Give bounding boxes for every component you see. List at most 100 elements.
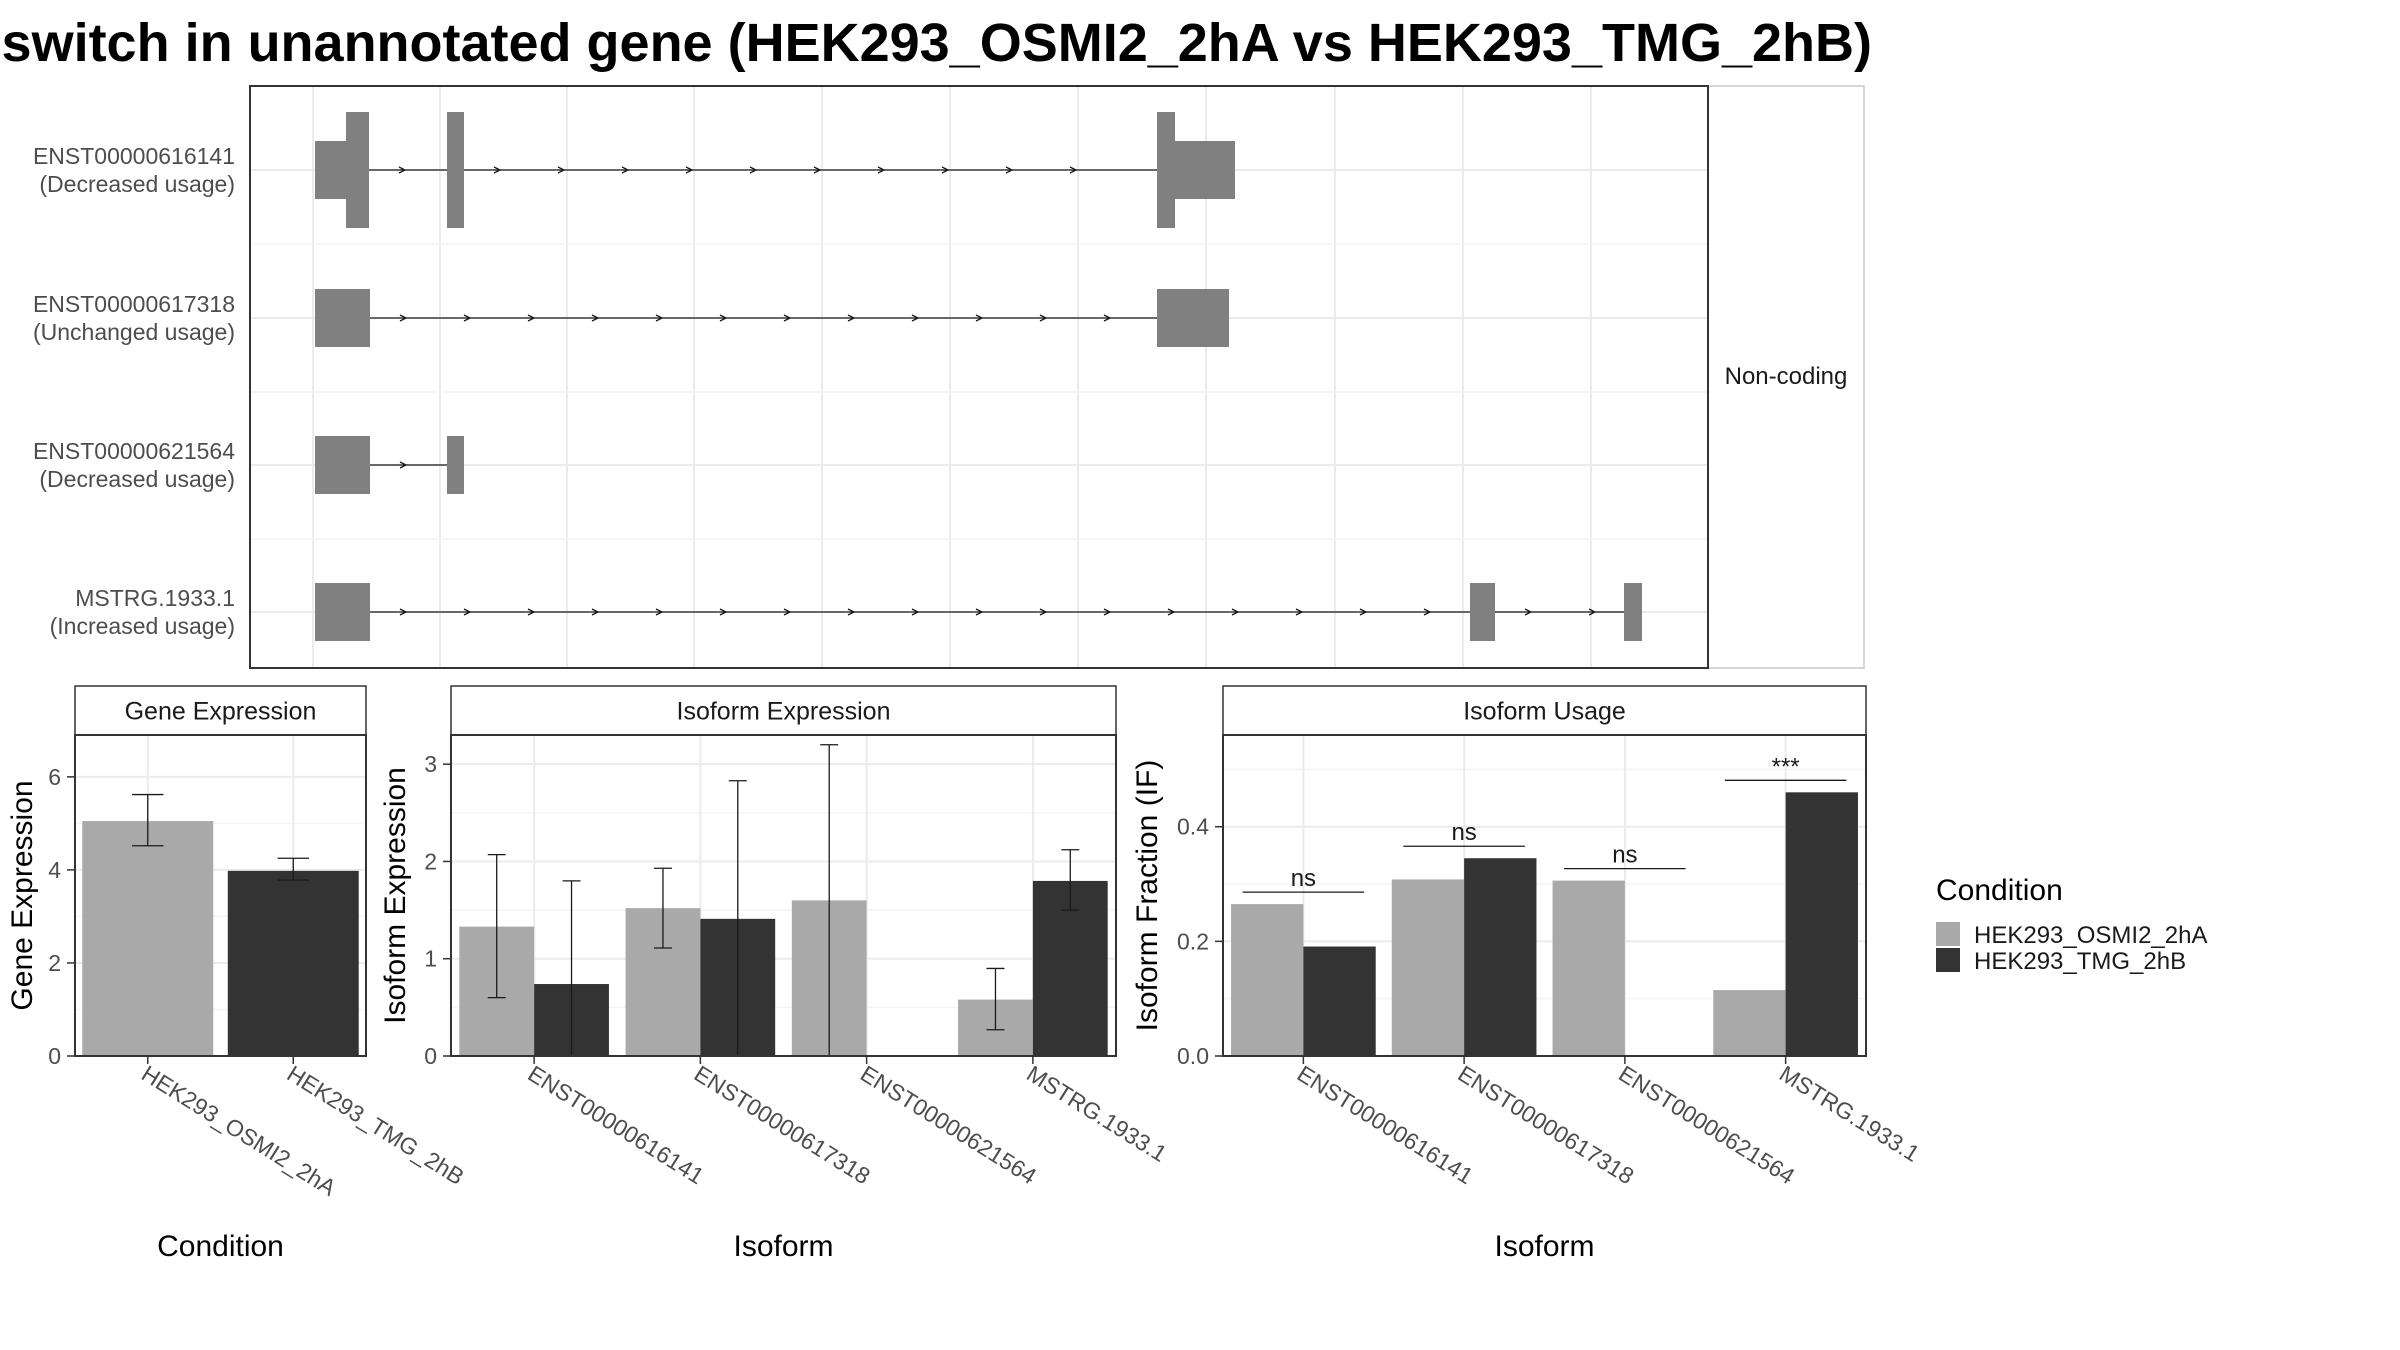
bar bbox=[1552, 880, 1625, 1056]
x-tick-label: MSTRG.1933.1 bbox=[1775, 1060, 1924, 1167]
intron-arrow bbox=[399, 608, 408, 616]
intron-arrow bbox=[1039, 314, 1048, 322]
exon-block bbox=[315, 141, 346, 199]
intron-arrow bbox=[975, 608, 984, 616]
bar bbox=[1713, 990, 1786, 1056]
exon-block bbox=[1624, 583, 1642, 641]
exon-block bbox=[447, 436, 464, 494]
bar bbox=[1303, 946, 1376, 1056]
legend-title: Condition bbox=[1936, 874, 2063, 907]
panel-strip bbox=[1222, 685, 1867, 736]
legend-swatch-b bbox=[1936, 948, 1960, 972]
y-tick-label: 3 bbox=[424, 751, 437, 777]
exon-block bbox=[315, 583, 370, 641]
y-tick-label: 0 bbox=[424, 1043, 437, 1069]
bar bbox=[1391, 879, 1465, 1056]
intron-arrow bbox=[399, 461, 408, 469]
panel-strip bbox=[74, 685, 367, 736]
exon-block bbox=[1157, 112, 1175, 228]
x-tick-label: ENST00000617318 bbox=[1453, 1060, 1638, 1189]
panel-title: Isoform Expression bbox=[677, 698, 891, 726]
panel-title: Isoform Usage bbox=[1463, 698, 1626, 726]
intron-arrow bbox=[398, 166, 407, 174]
isoform-expression-panel: Isoform Expression0123ENST00000616141ENS… bbox=[379, 685, 1172, 1263]
intron-arrow bbox=[941, 166, 950, 174]
panel-title: Gene Expression bbox=[125, 698, 317, 726]
intron-arrow bbox=[1524, 608, 1533, 616]
legend-swatch-a bbox=[1936, 922, 1960, 946]
intron-arrow bbox=[783, 314, 792, 322]
intron-arrow bbox=[527, 608, 536, 616]
intron-arrow bbox=[749, 166, 758, 174]
x-tick-label: ENST00000616141 bbox=[523, 1060, 708, 1189]
exon-block bbox=[1175, 141, 1235, 199]
intron-arrow bbox=[621, 166, 630, 174]
intron-arrow bbox=[527, 314, 536, 322]
transcript-usage-label: (Decreased usage) bbox=[39, 466, 235, 492]
y-tick-label: 0.2 bbox=[1177, 928, 1209, 954]
transcript-usage-label: (Increased usage) bbox=[50, 613, 235, 639]
exon-block bbox=[346, 112, 369, 228]
significance-label: ns bbox=[1451, 819, 1476, 846]
legend-label-b: HEK293_TMG_2hB bbox=[1974, 948, 2186, 975]
transcript-usage-label: (Unchanged usage) bbox=[33, 319, 235, 345]
panel-border bbox=[1222, 734, 1867, 1057]
intron-arrow bbox=[493, 166, 502, 174]
intron-arrow bbox=[685, 166, 694, 174]
x-axis-label: Condition bbox=[157, 1230, 284, 1263]
isoform-usage-panel: Isoform Usage 0.0 0.2 0.4 ns ns ns *** ENST00000… bbox=[1131, 685, 1924, 1263]
intron-arrow bbox=[399, 314, 408, 322]
x-tick-label: ENST00000617318 bbox=[690, 1060, 875, 1189]
exon-block bbox=[447, 112, 464, 228]
panel-border bbox=[74, 734, 367, 1057]
intron-arrow bbox=[655, 608, 664, 616]
y-tick-label: 2 bbox=[48, 950, 61, 976]
bar bbox=[1785, 792, 1858, 1056]
intron-arrow bbox=[1423, 608, 1432, 616]
y-tick-label: 0.0 bbox=[1177, 1043, 1209, 1069]
exon-block bbox=[315, 436, 370, 494]
significance-label: ns bbox=[1612, 842, 1637, 869]
intron-arrow bbox=[591, 608, 600, 616]
intron-arrow bbox=[877, 166, 886, 174]
y-tick-label: 2 bbox=[424, 848, 437, 874]
exon-block bbox=[315, 289, 370, 347]
intron-arrow bbox=[557, 166, 566, 174]
intron-arrow bbox=[591, 314, 600, 322]
bar bbox=[1464, 858, 1537, 1056]
bar bbox=[82, 821, 214, 1056]
intron-arrow bbox=[783, 608, 792, 616]
y-axis-label: Isoform Fraction (IF) bbox=[1131, 760, 1164, 1032]
y-axis-label: Gene Expression bbox=[6, 780, 39, 1010]
intron-arrow bbox=[1103, 608, 1112, 616]
y-tick-label: 4 bbox=[48, 857, 61, 883]
intron-arrow bbox=[719, 314, 728, 322]
intron-arrow bbox=[1005, 166, 1014, 174]
bar bbox=[1231, 904, 1304, 1056]
intron-arrow bbox=[975, 314, 984, 322]
transcript-id-label: MSTRG.1933.1 bbox=[75, 585, 235, 611]
intron-arrow bbox=[1167, 608, 1176, 616]
intron-arrow bbox=[1039, 608, 1048, 616]
y-tick-label: 1 bbox=[424, 946, 437, 972]
bar bbox=[227, 870, 359, 1056]
legend-label-a: HEK293_OSMI2_2hA bbox=[1974, 922, 2207, 949]
intron-arrow bbox=[463, 314, 472, 322]
intron-arrow bbox=[911, 608, 920, 616]
transcript-usage-label: (Decreased usage) bbox=[39, 171, 235, 197]
transcript-id-label: ENST00000621564 bbox=[33, 438, 235, 464]
x-tick-label: ENST00000616141 bbox=[1293, 1060, 1478, 1189]
x-tick-label: ENST00000621564 bbox=[856, 1060, 1041, 1189]
y-axis-label: Isoform Expression bbox=[379, 767, 412, 1024]
intron-arrow bbox=[655, 314, 664, 322]
y-tick-label: 0 bbox=[48, 1043, 61, 1069]
intron-arrow bbox=[1359, 608, 1368, 616]
exon-block bbox=[1157, 289, 1229, 347]
transcript-id-label: ENST00000617318 bbox=[33, 291, 235, 317]
facet-strip bbox=[1707, 85, 1865, 669]
y-tick-label: 6 bbox=[48, 764, 61, 790]
significance-label: ns bbox=[1291, 865, 1316, 892]
panel-border bbox=[450, 734, 1117, 1057]
structure-panel-border bbox=[249, 85, 1709, 669]
